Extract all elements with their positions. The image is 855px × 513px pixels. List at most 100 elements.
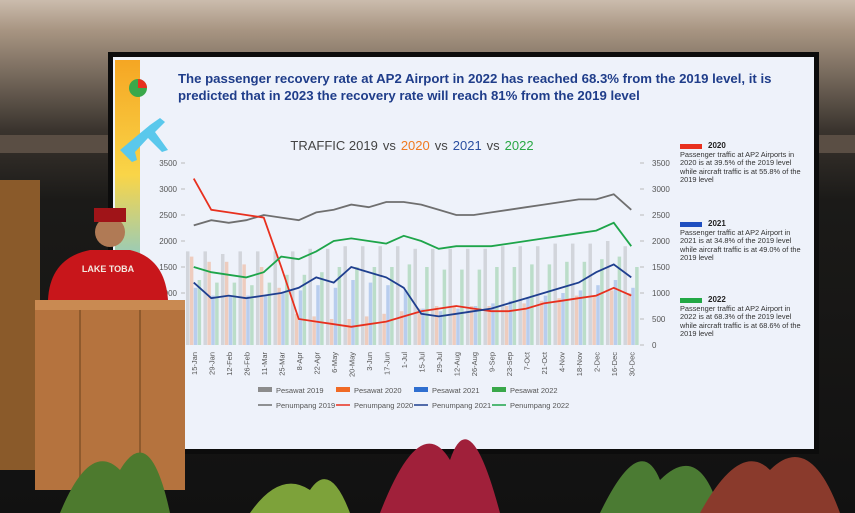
bar bbox=[588, 243, 592, 345]
bar bbox=[477, 269, 482, 345]
y-tick-label: 1000 bbox=[159, 289, 177, 298]
plants bbox=[60, 439, 840, 513]
y-tick-label: 2500 bbox=[159, 211, 177, 220]
bar bbox=[522, 303, 526, 345]
bar bbox=[211, 295, 215, 345]
chart: TRAFFIC 2019 vs 2020 vs 2021 vs 2022 500 1000 150… bbox=[159, 138, 670, 410]
y2-tick-label: 500 bbox=[652, 315, 666, 324]
bar bbox=[596, 285, 600, 345]
title-part: vs bbox=[487, 138, 501, 153]
bar bbox=[526, 298, 530, 345]
x-tick-label: 15-Jan bbox=[190, 352, 199, 375]
bar bbox=[452, 306, 456, 345]
bar bbox=[430, 248, 435, 345]
x-tick-label: 26-Aug bbox=[470, 352, 479, 376]
bar bbox=[372, 267, 377, 345]
bar bbox=[355, 267, 359, 345]
title-part: 2022 bbox=[505, 138, 534, 153]
bar bbox=[438, 311, 443, 345]
bar bbox=[378, 246, 382, 345]
x-tick-label: 6-May bbox=[330, 352, 339, 373]
bar bbox=[557, 298, 561, 345]
note-swatch bbox=[680, 221, 702, 227]
bar bbox=[197, 280, 202, 345]
legend-label: Pesawat 2020 bbox=[354, 386, 402, 395]
bar bbox=[224, 261, 229, 345]
title-part: 2020 bbox=[401, 138, 430, 153]
x-tick-label: 22-Apr bbox=[312, 352, 321, 375]
bar bbox=[351, 280, 355, 345]
x-tick-label: 12-Feb bbox=[225, 352, 234, 376]
bar bbox=[337, 267, 342, 345]
bar bbox=[203, 251, 207, 345]
x-tick-label: 11-Mar bbox=[260, 352, 269, 376]
logo-part bbox=[138, 79, 147, 88]
y2-tick-label: 2500 bbox=[652, 211, 670, 220]
x-tick-label: 4-Nov bbox=[557, 352, 566, 372]
bar bbox=[246, 295, 250, 345]
bar bbox=[267, 282, 272, 345]
bar bbox=[364, 316, 369, 345]
bar bbox=[547, 264, 552, 345]
x-tick-label: 2-Dec bbox=[592, 352, 601, 372]
bar bbox=[329, 319, 334, 345]
bar bbox=[539, 300, 544, 345]
bar bbox=[565, 261, 569, 345]
legend-label: Pesawat 2022 bbox=[510, 386, 558, 395]
x-tick-label: 26-Feb bbox=[242, 352, 251, 376]
x-tick-label: 9-Sep bbox=[487, 352, 496, 372]
bar bbox=[473, 306, 478, 345]
bar bbox=[600, 259, 604, 345]
bar bbox=[298, 290, 303, 345]
bar bbox=[530, 264, 534, 345]
note: 2022 Passenger traffic at AP2 Airport in … bbox=[680, 295, 805, 339]
y2-tick-label: 1000 bbox=[652, 289, 670, 298]
bar bbox=[465, 248, 470, 345]
bar bbox=[483, 248, 487, 345]
bar bbox=[417, 308, 421, 345]
bar bbox=[613, 280, 618, 345]
bar bbox=[333, 287, 338, 345]
bar bbox=[302, 274, 307, 345]
bar bbox=[425, 267, 429, 345]
plant bbox=[250, 479, 350, 513]
note: 2021 Passenger traffic at AP2 Airport in … bbox=[680, 219, 805, 263]
bar bbox=[491, 303, 495, 345]
y-tick-label: 1500 bbox=[159, 263, 177, 272]
x-tick-label: 23-Sep bbox=[505, 352, 514, 376]
note-swatch bbox=[680, 297, 702, 303]
x-tick-label: 21-Oct bbox=[540, 351, 549, 374]
legend-label: Penumpang 2022 bbox=[510, 401, 569, 410]
bar bbox=[504, 306, 509, 345]
bar bbox=[631, 287, 635, 345]
title-part: vs bbox=[383, 138, 397, 153]
bar bbox=[500, 246, 505, 345]
bar bbox=[635, 267, 639, 345]
y2-tick-label: 3000 bbox=[652, 185, 670, 194]
legend-label: Pesawat 2019 bbox=[276, 386, 324, 395]
note-heading: 2021 bbox=[680, 219, 805, 229]
bar bbox=[263, 295, 268, 345]
speaker-body bbox=[48, 250, 168, 300]
legend-swatch bbox=[492, 387, 506, 392]
podium-top bbox=[35, 300, 185, 310]
note-heading: 2022 bbox=[680, 295, 805, 305]
bar bbox=[469, 306, 474, 345]
bar bbox=[215, 282, 219, 345]
note-year: 2021 bbox=[708, 219, 726, 228]
bar bbox=[609, 290, 614, 345]
y2-tick-label: 0 bbox=[652, 341, 657, 350]
y2-tick-label: 1500 bbox=[652, 263, 670, 272]
bar bbox=[255, 251, 260, 345]
y-tick-label: 3500 bbox=[159, 159, 177, 168]
bar bbox=[512, 267, 517, 345]
line bbox=[193, 193, 632, 227]
title-part: vs bbox=[435, 138, 449, 153]
bar bbox=[508, 300, 513, 345]
x-tick-label: 7-Oct bbox=[522, 351, 531, 370]
bar bbox=[623, 246, 627, 345]
bar bbox=[395, 246, 400, 345]
x-tick-label: 29-Jul bbox=[435, 352, 444, 373]
side-panel bbox=[0, 180, 40, 470]
